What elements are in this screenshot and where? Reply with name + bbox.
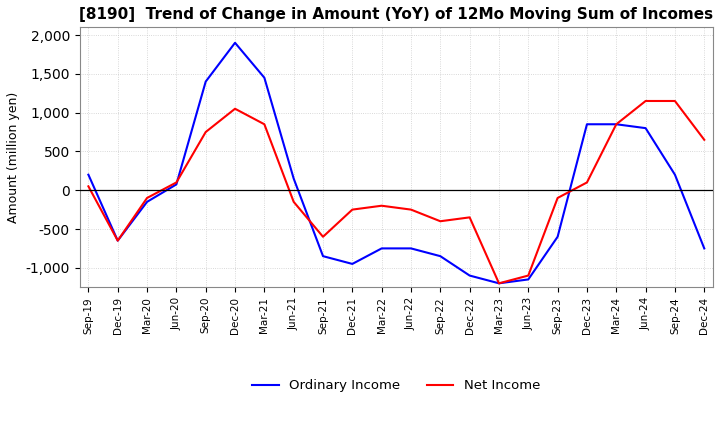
- Ordinary Income: [202, 79, 210, 84]
- Title: [8190]  Trend of Change in Amount (YoY) of 12Mo Moving Sum of Incomes: [8190] Trend of Change in Amount (YoY) o…: [79, 7, 714, 22]
- Ordinary Income: [670, 172, 679, 177]
- Ordinary Income: [230, 40, 239, 45]
- Net Income: [143, 195, 151, 201]
- Net Income: [348, 207, 356, 212]
- Y-axis label: Amount (million yen): Amount (million yen): [7, 92, 20, 223]
- Ordinary Income: [495, 281, 503, 286]
- Net Income: [114, 238, 122, 243]
- Net Income: [260, 121, 269, 127]
- Net Income: [582, 180, 591, 185]
- Ordinary Income: [582, 121, 591, 127]
- Ordinary Income: [114, 238, 122, 243]
- Line: Ordinary Income: Ordinary Income: [89, 43, 704, 283]
- Net Income: [612, 121, 621, 127]
- Ordinary Income: [289, 176, 298, 181]
- Ordinary Income: [612, 121, 621, 127]
- Net Income: [642, 99, 650, 104]
- Ordinary Income: [260, 75, 269, 81]
- Ordinary Income: [348, 261, 356, 267]
- Net Income: [377, 203, 386, 209]
- Line: Net Income: Net Income: [89, 101, 704, 283]
- Net Income: [84, 183, 93, 189]
- Ordinary Income: [319, 253, 328, 259]
- Ordinary Income: [642, 125, 650, 131]
- Net Income: [319, 234, 328, 239]
- Net Income: [553, 195, 562, 201]
- Ordinary Income: [84, 172, 93, 177]
- Net Income: [202, 129, 210, 135]
- Net Income: [670, 99, 679, 104]
- Net Income: [172, 180, 181, 185]
- Ordinary Income: [407, 246, 415, 251]
- Net Income: [495, 281, 503, 286]
- Net Income: [524, 273, 533, 278]
- Net Income: [436, 219, 445, 224]
- Net Income: [289, 199, 298, 205]
- Ordinary Income: [143, 199, 151, 205]
- Ordinary Income: [377, 246, 386, 251]
- Legend: Ordinary Income, Net Income: Ordinary Income, Net Income: [247, 374, 546, 398]
- Ordinary Income: [524, 277, 533, 282]
- Ordinary Income: [465, 273, 474, 278]
- Net Income: [700, 137, 708, 143]
- Ordinary Income: [436, 253, 445, 259]
- Ordinary Income: [172, 182, 181, 187]
- Net Income: [465, 215, 474, 220]
- Net Income: [230, 106, 239, 111]
- Ordinary Income: [700, 246, 708, 251]
- Ordinary Income: [553, 234, 562, 239]
- Net Income: [407, 207, 415, 212]
